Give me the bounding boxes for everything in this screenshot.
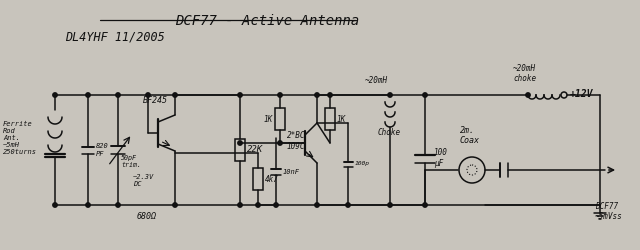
Bar bbox=[325, 108, 335, 130]
Text: 22K: 22K bbox=[247, 146, 263, 154]
Circle shape bbox=[423, 93, 428, 97]
Circle shape bbox=[52, 203, 57, 207]
Circle shape bbox=[388, 93, 392, 97]
Circle shape bbox=[238, 203, 242, 207]
Text: 2*BC
109C: 2*BC 109C bbox=[287, 131, 305, 151]
Text: 100
μF: 100 μF bbox=[434, 148, 448, 168]
Circle shape bbox=[116, 93, 120, 97]
Bar bbox=[275, 108, 285, 130]
Text: BF245: BF245 bbox=[143, 96, 168, 105]
Circle shape bbox=[173, 203, 177, 207]
Text: Ferrite
Rod
Ant.
~5mH
250turns: Ferrite Rod Ant. ~5mH 250turns bbox=[3, 121, 37, 155]
Text: Choke: Choke bbox=[378, 128, 401, 137]
Text: 1K: 1K bbox=[264, 114, 273, 124]
Text: 100p: 100p bbox=[355, 162, 369, 166]
Text: 4k7: 4k7 bbox=[265, 174, 279, 184]
Text: DCF77
~5mVss: DCF77 ~5mVss bbox=[595, 202, 623, 221]
Text: 820
PF: 820 PF bbox=[96, 144, 109, 156]
Circle shape bbox=[86, 203, 90, 207]
Circle shape bbox=[423, 203, 428, 207]
Text: 1K: 1K bbox=[337, 114, 346, 124]
Text: DCF77 - Active Antenna: DCF77 - Active Antenna bbox=[175, 14, 359, 28]
Text: ~2.3V
DC: ~2.3V DC bbox=[133, 174, 154, 187]
Text: ~20mH: ~20mH bbox=[365, 76, 388, 85]
Text: ~20mH
choke: ~20mH choke bbox=[513, 64, 536, 83]
Circle shape bbox=[256, 203, 260, 207]
Circle shape bbox=[238, 141, 242, 145]
Circle shape bbox=[328, 93, 332, 97]
Circle shape bbox=[278, 93, 282, 97]
Circle shape bbox=[116, 203, 120, 207]
Circle shape bbox=[86, 93, 90, 97]
Circle shape bbox=[52, 93, 57, 97]
Circle shape bbox=[274, 203, 278, 207]
Text: 2m.
Coax: 2m. Coax bbox=[460, 126, 480, 145]
Circle shape bbox=[526, 93, 530, 97]
Circle shape bbox=[278, 141, 282, 145]
Bar bbox=[253, 168, 263, 190]
Text: DL4YHF 11/2005: DL4YHF 11/2005 bbox=[65, 30, 164, 43]
Circle shape bbox=[146, 93, 150, 97]
Circle shape bbox=[346, 203, 350, 207]
Text: 50pF
trim.: 50pF trim. bbox=[121, 155, 141, 168]
Circle shape bbox=[388, 203, 392, 207]
Circle shape bbox=[173, 93, 177, 97]
Circle shape bbox=[238, 93, 242, 97]
Text: 680Ω: 680Ω bbox=[136, 212, 157, 221]
Text: 10nF: 10nF bbox=[283, 168, 300, 174]
Circle shape bbox=[315, 93, 319, 97]
Text: +12V: +12V bbox=[570, 89, 593, 99]
Bar bbox=[235, 139, 245, 161]
Circle shape bbox=[315, 203, 319, 207]
